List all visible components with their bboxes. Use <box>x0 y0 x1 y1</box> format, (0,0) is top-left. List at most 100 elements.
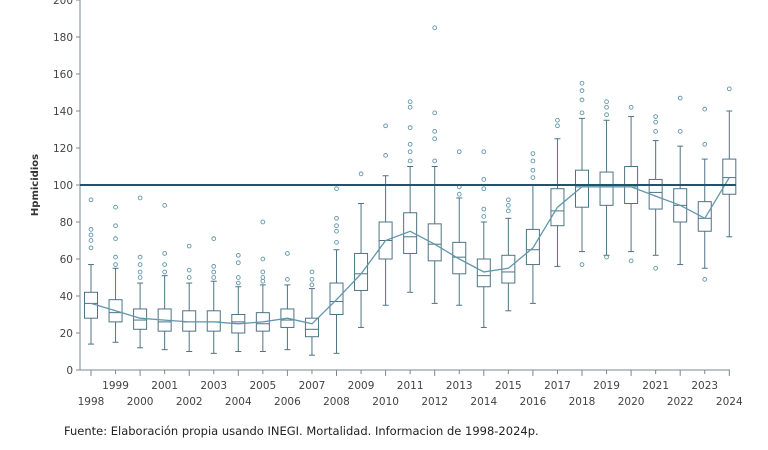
box-2008 <box>329 186 344 354</box>
outlier-point <box>162 251 167 256</box>
x-tick-label: 2019 <box>593 380 620 392</box>
x-tick-label: 2020 <box>618 396 645 408</box>
y-axis-ticks: 0 20 40 60 80 100 120 140 160 180 200 <box>53 0 80 377</box>
x-tick-label: 2007 <box>299 380 326 392</box>
outlier-point <box>285 277 290 282</box>
outlier-point <box>260 278 266 284</box>
outlier-point <box>88 238 94 243</box>
outlier-point <box>555 123 560 129</box>
box-2014 <box>476 149 491 328</box>
outlier-point <box>88 197 94 203</box>
outlier-point <box>702 106 708 112</box>
outlier-point <box>530 151 536 156</box>
outlier-point <box>162 262 167 267</box>
outlier-point <box>211 264 217 269</box>
box-1999 <box>108 204 123 343</box>
box-2007 <box>304 269 319 356</box>
outlier-point <box>653 129 658 134</box>
outlier-point <box>407 104 413 110</box>
box-2023 <box>697 106 712 282</box>
outlier-point <box>407 158 413 164</box>
box-2009 <box>354 171 369 328</box>
outlier-point <box>383 123 388 129</box>
y-tick-label: 80 <box>60 217 73 229</box>
x-tick-label: 1999 <box>102 380 129 392</box>
outlier-point <box>211 275 217 280</box>
y-tick-label: 200 <box>53 0 73 7</box>
outlier-point <box>309 269 315 275</box>
outlier-point <box>653 265 658 271</box>
outlier-point <box>407 149 413 155</box>
outlier-point <box>653 114 658 119</box>
x-tick-label: 2002 <box>176 396 203 408</box>
outlier-point <box>186 267 192 273</box>
outlier-point <box>334 215 339 221</box>
trend-line <box>90 177 730 325</box>
outlier-point <box>235 260 241 266</box>
outlier-point <box>530 167 536 173</box>
outlier-point <box>555 117 560 123</box>
x-tick-label: 2006 <box>274 396 301 408</box>
y-tick-label: 60 <box>60 254 73 266</box>
source-caption: Fuente: Elaboración propia usando INEGI.… <box>64 424 539 438</box>
x-tick-label: 2023 <box>691 380 718 392</box>
y-tick-label: 40 <box>60 291 73 303</box>
box-iqr <box>476 258 491 288</box>
box-iqr <box>722 158 737 195</box>
x-axis-tick-labels: 1998 1999 2000 2001 2002 2003 2004 2005 2006 2007… <box>78 370 743 408</box>
outlier-point <box>481 206 487 212</box>
y-axis-label: Hpmicidios <box>30 154 41 216</box>
outlier-point <box>702 277 708 282</box>
y-tick-label: 0 <box>66 365 73 377</box>
outlier-point <box>285 251 290 256</box>
box-2005 <box>255 219 270 352</box>
x-tick-label: 2016 <box>520 396 547 408</box>
outlier-point <box>186 275 192 280</box>
box-iqr <box>575 169 589 208</box>
box-2012 <box>427 25 442 304</box>
outlier-point <box>604 112 609 118</box>
box-2016 <box>525 151 540 304</box>
x-tick-label: 2018 <box>569 396 596 408</box>
outlier-point <box>162 203 167 208</box>
box-iqr <box>427 223 442 262</box>
outlier-point <box>407 99 413 105</box>
outlier-point <box>211 269 217 275</box>
outlier-point <box>677 129 683 134</box>
outlier-point <box>481 149 487 155</box>
outlier-point <box>113 236 118 241</box>
box-2006 <box>280 251 295 351</box>
outlier-point <box>579 80 585 86</box>
outlier-point <box>653 119 658 125</box>
box-2017 <box>550 117 565 267</box>
outlier-point <box>456 191 462 197</box>
outlier-point <box>137 269 143 275</box>
outlier-point <box>113 254 118 260</box>
x-tick-label: 1998 <box>78 396 105 408</box>
outlier-point <box>334 240 339 245</box>
box-series <box>84 25 737 356</box>
outlier-point <box>628 104 634 110</box>
outlier-point <box>211 236 217 241</box>
outlier-point <box>432 129 438 134</box>
x-tick-label: 2009 <box>348 380 375 392</box>
box-iqr <box>304 317 319 338</box>
x-tick-label: 2012 <box>421 396 448 408</box>
box-2001 <box>157 203 172 351</box>
x-tick-label: 2001 <box>151 380 178 392</box>
box-1998 <box>84 197 98 345</box>
outlier-point <box>309 277 315 282</box>
outlier-point <box>604 254 609 260</box>
x-tick-label: 2004 <box>225 396 252 408</box>
x-tick-label: 2003 <box>200 380 227 392</box>
outlier-point <box>113 223 118 229</box>
box-2021 <box>648 114 663 271</box>
box-iqr <box>599 171 614 206</box>
outlier-point <box>530 158 536 164</box>
box-2003 <box>206 236 221 354</box>
outlier-point <box>530 175 536 180</box>
outlier-point <box>137 275 143 280</box>
outlier-point <box>88 245 94 251</box>
outlier-point <box>88 227 94 232</box>
outlier-point <box>358 171 364 177</box>
